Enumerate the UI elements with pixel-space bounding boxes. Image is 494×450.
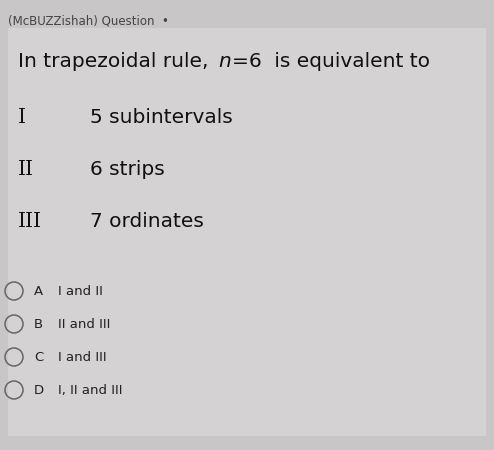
Text: I: I bbox=[18, 108, 26, 127]
Text: A: A bbox=[34, 285, 43, 298]
Text: 7 ordinates: 7 ordinates bbox=[90, 212, 204, 231]
Text: II and III: II and III bbox=[58, 318, 110, 331]
Text: C: C bbox=[34, 351, 43, 364]
Text: II: II bbox=[18, 160, 34, 179]
Text: In trapezoidal rule,: In trapezoidal rule, bbox=[18, 52, 215, 71]
Text: I, II and III: I, II and III bbox=[58, 384, 123, 397]
Text: B: B bbox=[34, 318, 43, 331]
Text: 6 strips: 6 strips bbox=[90, 160, 165, 179]
Text: (McBUZZishah) Question  •: (McBUZZishah) Question • bbox=[8, 14, 169, 27]
Text: $n\!=\!6$: $n\!=\!6$ bbox=[218, 52, 262, 71]
Text: is equivalent to: is equivalent to bbox=[268, 52, 430, 71]
Text: I and III: I and III bbox=[58, 351, 107, 364]
Text: D: D bbox=[34, 384, 44, 397]
Text: III: III bbox=[18, 212, 42, 231]
Text: 5 subintervals: 5 subintervals bbox=[90, 108, 233, 127]
FancyBboxPatch shape bbox=[8, 28, 486, 436]
Text: I and II: I and II bbox=[58, 285, 103, 298]
